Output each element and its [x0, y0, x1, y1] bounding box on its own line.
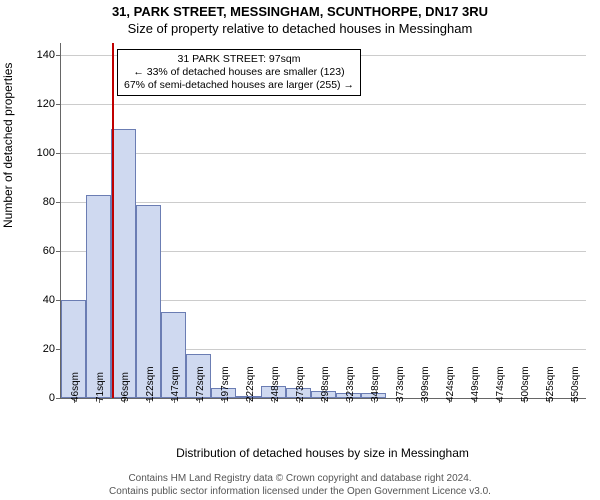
- ytick-label: 100: [37, 147, 61, 159]
- xtick-label: 222sqm: [245, 366, 256, 402]
- gridline: [61, 153, 586, 154]
- chart-title-line2: Size of property relative to detached ho…: [0, 19, 600, 36]
- ytick-label: 140: [37, 49, 61, 61]
- histogram-bar: [86, 195, 111, 398]
- xtick-label: 525sqm: [545, 366, 556, 402]
- ytick-label: 80: [43, 196, 61, 208]
- xtick-label: 449sqm: [470, 366, 481, 402]
- footer-line2: Contains public sector information licen…: [0, 486, 600, 499]
- annotation-line3: 67% of semi-detached houses are larger (…: [124, 79, 354, 92]
- chart-container: 31, PARK STREET, MESSINGHAM, SCUNTHORPE,…: [0, 0, 600, 500]
- xtick-label: 46sqm: [70, 372, 81, 402]
- xtick-label: 323sqm: [345, 366, 356, 402]
- xtick-label: 373sqm: [395, 366, 406, 402]
- ytick-label: 60: [43, 245, 61, 257]
- annotation-box: 31 PARK STREET: 97sqm ← 33% of detached …: [117, 49, 361, 96]
- xtick-label: 96sqm: [120, 372, 131, 402]
- xtick-label: 399sqm: [420, 366, 431, 402]
- footer-attribution: Contains HM Land Registry data © Crown c…: [0, 473, 600, 498]
- xtick-label: 474sqm: [495, 366, 506, 402]
- ytick-label: 20: [43, 343, 61, 355]
- annotation-line1: 31 PARK STREET: 97sqm: [124, 53, 354, 66]
- xtick-label: 122sqm: [145, 366, 156, 402]
- footer-line1: Contains HM Land Registry data © Crown c…: [0, 473, 600, 486]
- xtick-label: 248sqm: [270, 366, 281, 402]
- xtick-label: 273sqm: [295, 366, 306, 402]
- ytick-label: 0: [49, 392, 61, 404]
- plot-area: 02040608010012014046sqm71sqm96sqm122sqm1…: [60, 43, 586, 399]
- gridline: [61, 202, 586, 203]
- ytick-label: 40: [43, 294, 61, 306]
- x-axis-label: Distribution of detached houses by size …: [60, 446, 585, 460]
- xtick-label: 172sqm: [195, 366, 206, 402]
- xtick-label: 71sqm: [95, 372, 106, 402]
- chart-title-line1: 31, PARK STREET, MESSINGHAM, SCUNTHORPE,…: [0, 0, 600, 19]
- xtick-label: 550sqm: [570, 366, 581, 402]
- xtick-label: 298sqm: [320, 366, 331, 402]
- annotation-line2: ← 33% of detached houses are smaller (12…: [124, 66, 354, 79]
- xtick-label: 147sqm: [170, 366, 181, 402]
- gridline: [61, 104, 586, 105]
- reference-line: [112, 43, 114, 398]
- xtick-label: 424sqm: [445, 366, 456, 402]
- y-axis-label: Number of detached properties: [1, 212, 15, 228]
- ytick-label: 120: [37, 98, 61, 110]
- xtick-label: 197sqm: [220, 366, 231, 402]
- xtick-label: 500sqm: [520, 366, 531, 402]
- histogram-bar: [111, 129, 136, 398]
- xtick-label: 348sqm: [370, 366, 381, 402]
